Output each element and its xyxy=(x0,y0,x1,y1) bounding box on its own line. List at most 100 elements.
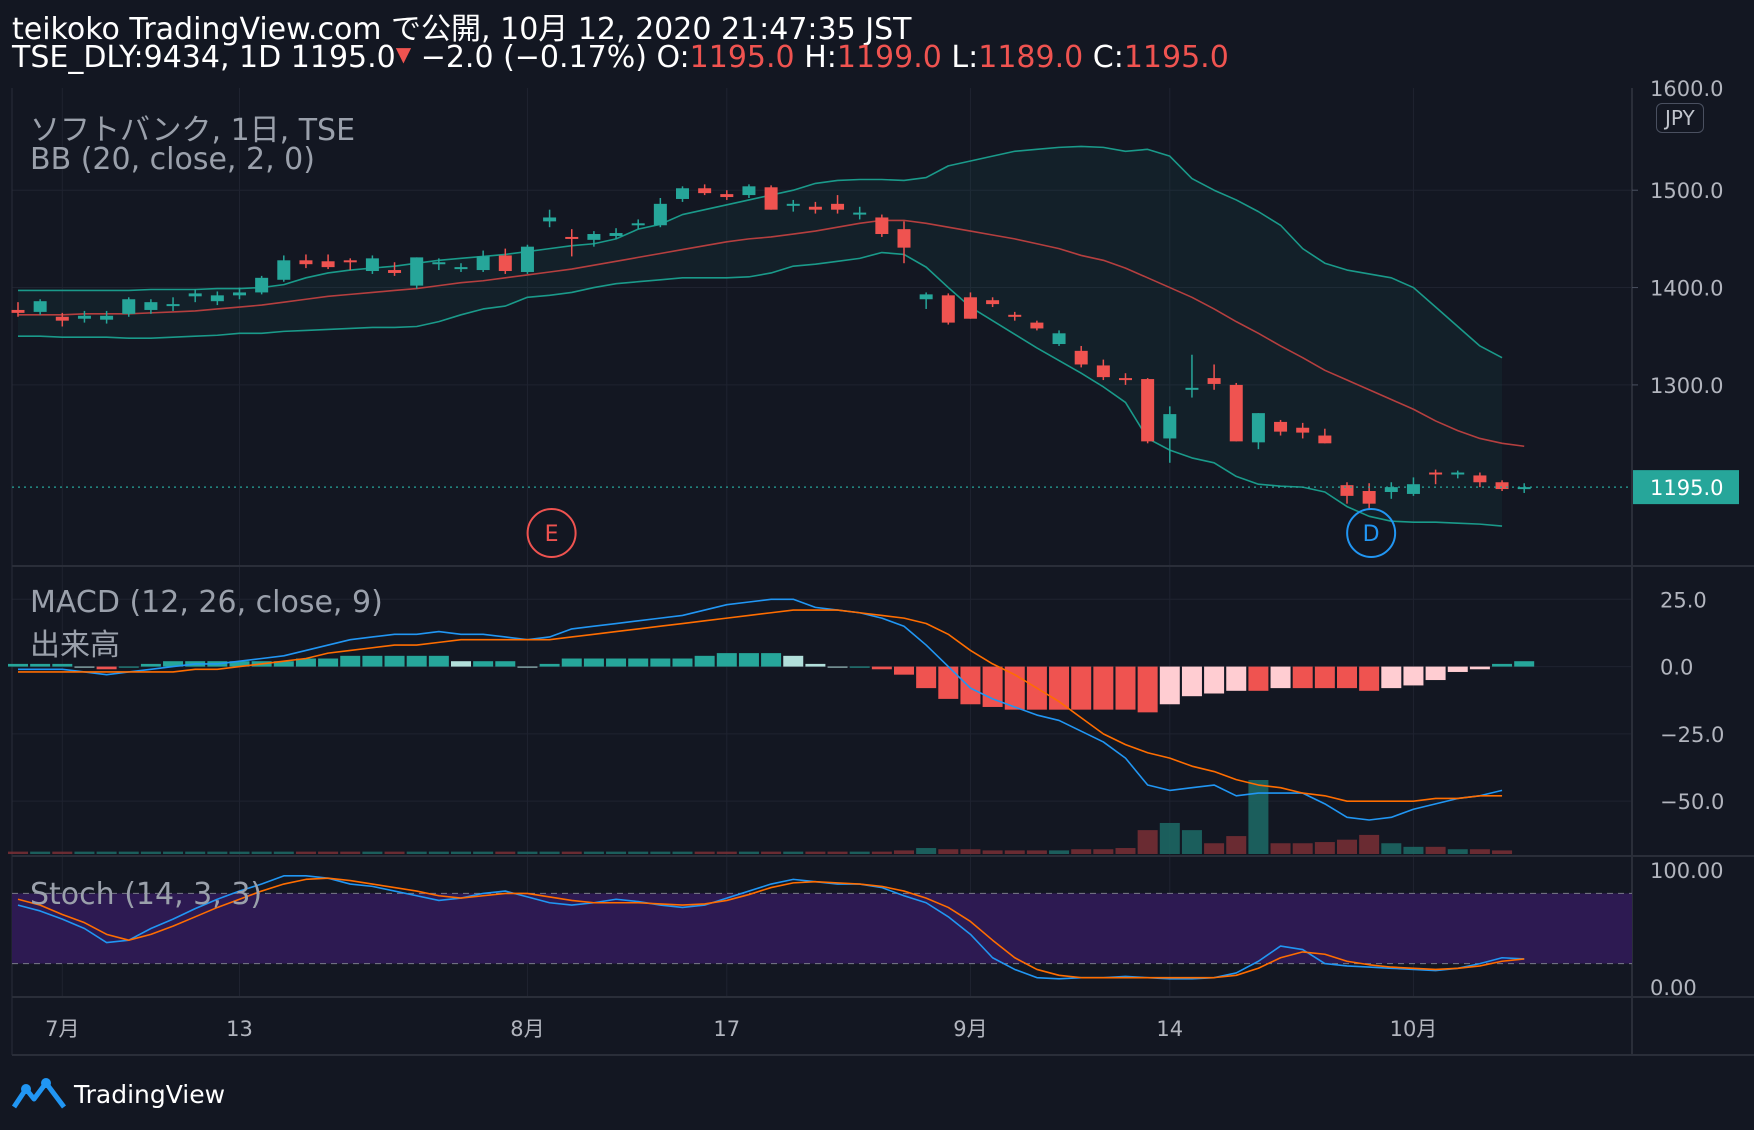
close-label: C: xyxy=(1092,40,1124,75)
bb-basis-line xyxy=(18,219,1525,448)
macd-histogram-bar xyxy=(871,666,892,670)
volume-bar xyxy=(805,851,826,854)
volume-bar xyxy=(1226,836,1247,854)
time-axis-label: 17 xyxy=(713,1017,740,1041)
macd-histogram-bar xyxy=(1270,666,1291,689)
volume-bar xyxy=(295,851,316,854)
candle-body xyxy=(498,255,512,272)
macd-histogram-bar xyxy=(1425,666,1446,681)
volume-bar xyxy=(30,851,51,854)
volume-bar xyxy=(428,851,449,854)
volume-bar xyxy=(362,851,383,854)
candle-body xyxy=(1406,484,1420,494)
stoch-legend: Stoch (14, 3, 3) xyxy=(30,877,263,912)
macd-histogram-bar xyxy=(1447,666,1468,672)
time-axis-label: 7月 xyxy=(45,1017,79,1041)
macd-histogram-bar xyxy=(1514,661,1535,667)
macd-histogram-bar xyxy=(318,658,339,667)
macd-histogram-bar xyxy=(716,653,737,667)
volume-bar xyxy=(738,851,759,854)
volume-bar xyxy=(1204,843,1225,854)
volume-bar xyxy=(1159,822,1180,854)
macd-line xyxy=(18,598,1503,821)
volume-bar xyxy=(650,851,671,854)
candle-body xyxy=(1495,482,1509,490)
macd-histogram-bar xyxy=(916,666,937,689)
macd-histogram-bar xyxy=(1292,666,1313,689)
macd-histogram-bar xyxy=(273,661,294,667)
macd-histogram-bar xyxy=(340,655,361,667)
volume-bar xyxy=(384,851,405,854)
price-axis-tick: 1300.0 xyxy=(1650,374,1723,398)
volume-bar xyxy=(517,851,538,854)
macd-histogram-bar xyxy=(229,661,250,667)
price-axis-tick: 1600.0 xyxy=(1650,77,1723,101)
candle-body xyxy=(565,236,579,239)
price-axis-tick: 1400.0 xyxy=(1650,277,1723,301)
candle-body xyxy=(1362,491,1376,504)
volume-bar xyxy=(1115,848,1136,854)
macd-histogram-bar xyxy=(1159,666,1180,705)
macd-histogram-bar xyxy=(140,663,161,667)
macd-axis-tick: −50.0 xyxy=(1660,790,1724,814)
event-marker-circle xyxy=(1346,508,1397,558)
volume-bar xyxy=(1381,843,1402,854)
candle-body xyxy=(1141,379,1155,442)
candle-body xyxy=(1163,414,1177,439)
candle-body xyxy=(144,302,158,310)
candle-body xyxy=(1318,435,1332,444)
candle-body xyxy=(963,297,977,319)
candle-body xyxy=(986,300,1000,305)
high-value: 1199.0 xyxy=(836,40,942,75)
macd-histogram-bar xyxy=(583,658,604,667)
macd-histogram-bar xyxy=(1204,666,1225,694)
macd-histogram-bar xyxy=(1226,666,1247,691)
open-value: 1195.0 xyxy=(689,40,795,75)
last-price-badge xyxy=(1633,470,1739,505)
currency-badge[interactable]: JPY xyxy=(1656,103,1704,133)
candle-body xyxy=(1074,350,1088,365)
chart-canvas[interactable]: 1195.0 E D 1600.0 1300.0 1400.0 1500.0 25.0 0.0 −… xyxy=(0,0,1754,1060)
volume-bar xyxy=(74,851,95,854)
candle-body xyxy=(388,270,402,273)
candle-body xyxy=(676,188,689,199)
macd-histogram-bar xyxy=(118,666,139,668)
volume-bar xyxy=(406,851,427,854)
volume-bar xyxy=(318,851,339,854)
candle-body xyxy=(343,260,357,263)
footer: TradingView xyxy=(12,1070,225,1118)
volume-bar xyxy=(628,851,649,854)
volume-bar xyxy=(340,851,361,854)
volume-bar xyxy=(96,851,117,854)
candle-body xyxy=(166,304,180,307)
volume-bar xyxy=(894,850,914,854)
volume-bar xyxy=(960,849,981,854)
candle-body xyxy=(410,257,424,286)
candle-body xyxy=(476,256,490,271)
volume-bar xyxy=(52,851,73,854)
candle-body xyxy=(77,315,91,319)
candle-body xyxy=(1207,378,1221,384)
macd-histogram-bar xyxy=(1248,666,1269,691)
volume-bar xyxy=(1004,850,1025,854)
candle-body xyxy=(1008,314,1022,317)
macd-histogram-bar xyxy=(1359,666,1380,691)
volume-bar xyxy=(982,850,1003,854)
volume-bar xyxy=(606,851,627,854)
macd-histogram-bar xyxy=(428,655,449,667)
macd-histogram-bar xyxy=(1181,666,1202,697)
time-axis-label: 10月 xyxy=(1390,1017,1438,1041)
macd-histogram-bar xyxy=(1314,666,1335,689)
volume-bar xyxy=(1359,834,1380,854)
candle-body xyxy=(321,261,335,268)
macd-histogram-bar xyxy=(1115,666,1136,710)
candle-body xyxy=(1229,384,1243,442)
candle-body xyxy=(1451,472,1465,475)
candle-body xyxy=(122,299,136,314)
candle-body xyxy=(897,229,911,248)
volume-bar xyxy=(1049,850,1070,854)
volume-bar xyxy=(583,851,604,854)
price-change: −2.0 (−0.17%) xyxy=(420,40,647,75)
candle-body xyxy=(277,260,291,280)
macd-histogram-bar xyxy=(761,653,782,667)
